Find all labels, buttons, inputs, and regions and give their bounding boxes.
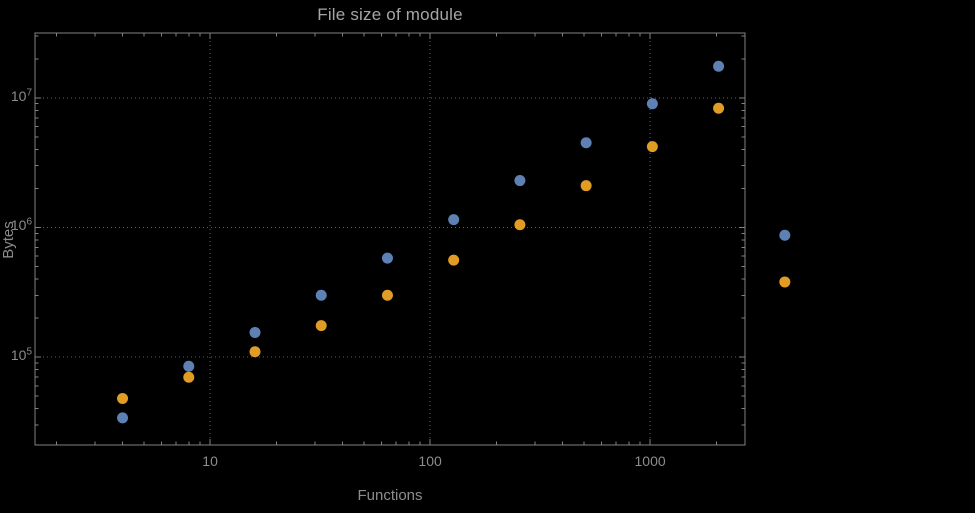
plot-frame xyxy=(34,32,746,446)
y-tick-label: 106 xyxy=(10,216,32,234)
data-point-series-orange xyxy=(779,276,791,288)
data-point-series-orange xyxy=(448,254,460,266)
x-axis-label: Functions xyxy=(357,487,423,504)
data-point-series-orange xyxy=(117,392,129,404)
data-point-series-orange xyxy=(646,141,658,153)
data-point-series-blue xyxy=(580,137,592,149)
data-point-series-blue xyxy=(315,289,327,301)
data-point-series-blue xyxy=(381,252,393,264)
data-point-series-orange xyxy=(183,371,195,383)
chart-title: File size of module xyxy=(317,5,463,24)
data-point-series-blue xyxy=(448,214,460,226)
data-point-series-orange xyxy=(580,180,592,192)
data-point-series-blue xyxy=(779,229,791,241)
data-point-series-blue xyxy=(713,60,725,72)
data-point-series-orange xyxy=(249,346,261,358)
y-tick-label: 107 xyxy=(10,87,32,104)
data-point-series-blue xyxy=(514,175,526,187)
x-tick-label: 100 xyxy=(418,453,442,469)
data-point-series-blue xyxy=(249,326,261,338)
data-point-series-orange xyxy=(713,102,725,114)
y-axis-label: Bytes xyxy=(0,221,17,259)
data-point-series-blue xyxy=(117,412,129,424)
data-point-series-blue xyxy=(183,360,195,372)
y-tick-label: 105 xyxy=(10,346,32,364)
x-tick-label: 1000 xyxy=(634,453,666,469)
data-point-series-orange xyxy=(381,289,393,301)
data-point-series-orange xyxy=(514,219,526,231)
data-point-series-blue xyxy=(646,98,658,110)
x-tick-label: 10 xyxy=(202,453,218,469)
data-point-series-orange xyxy=(315,320,327,332)
